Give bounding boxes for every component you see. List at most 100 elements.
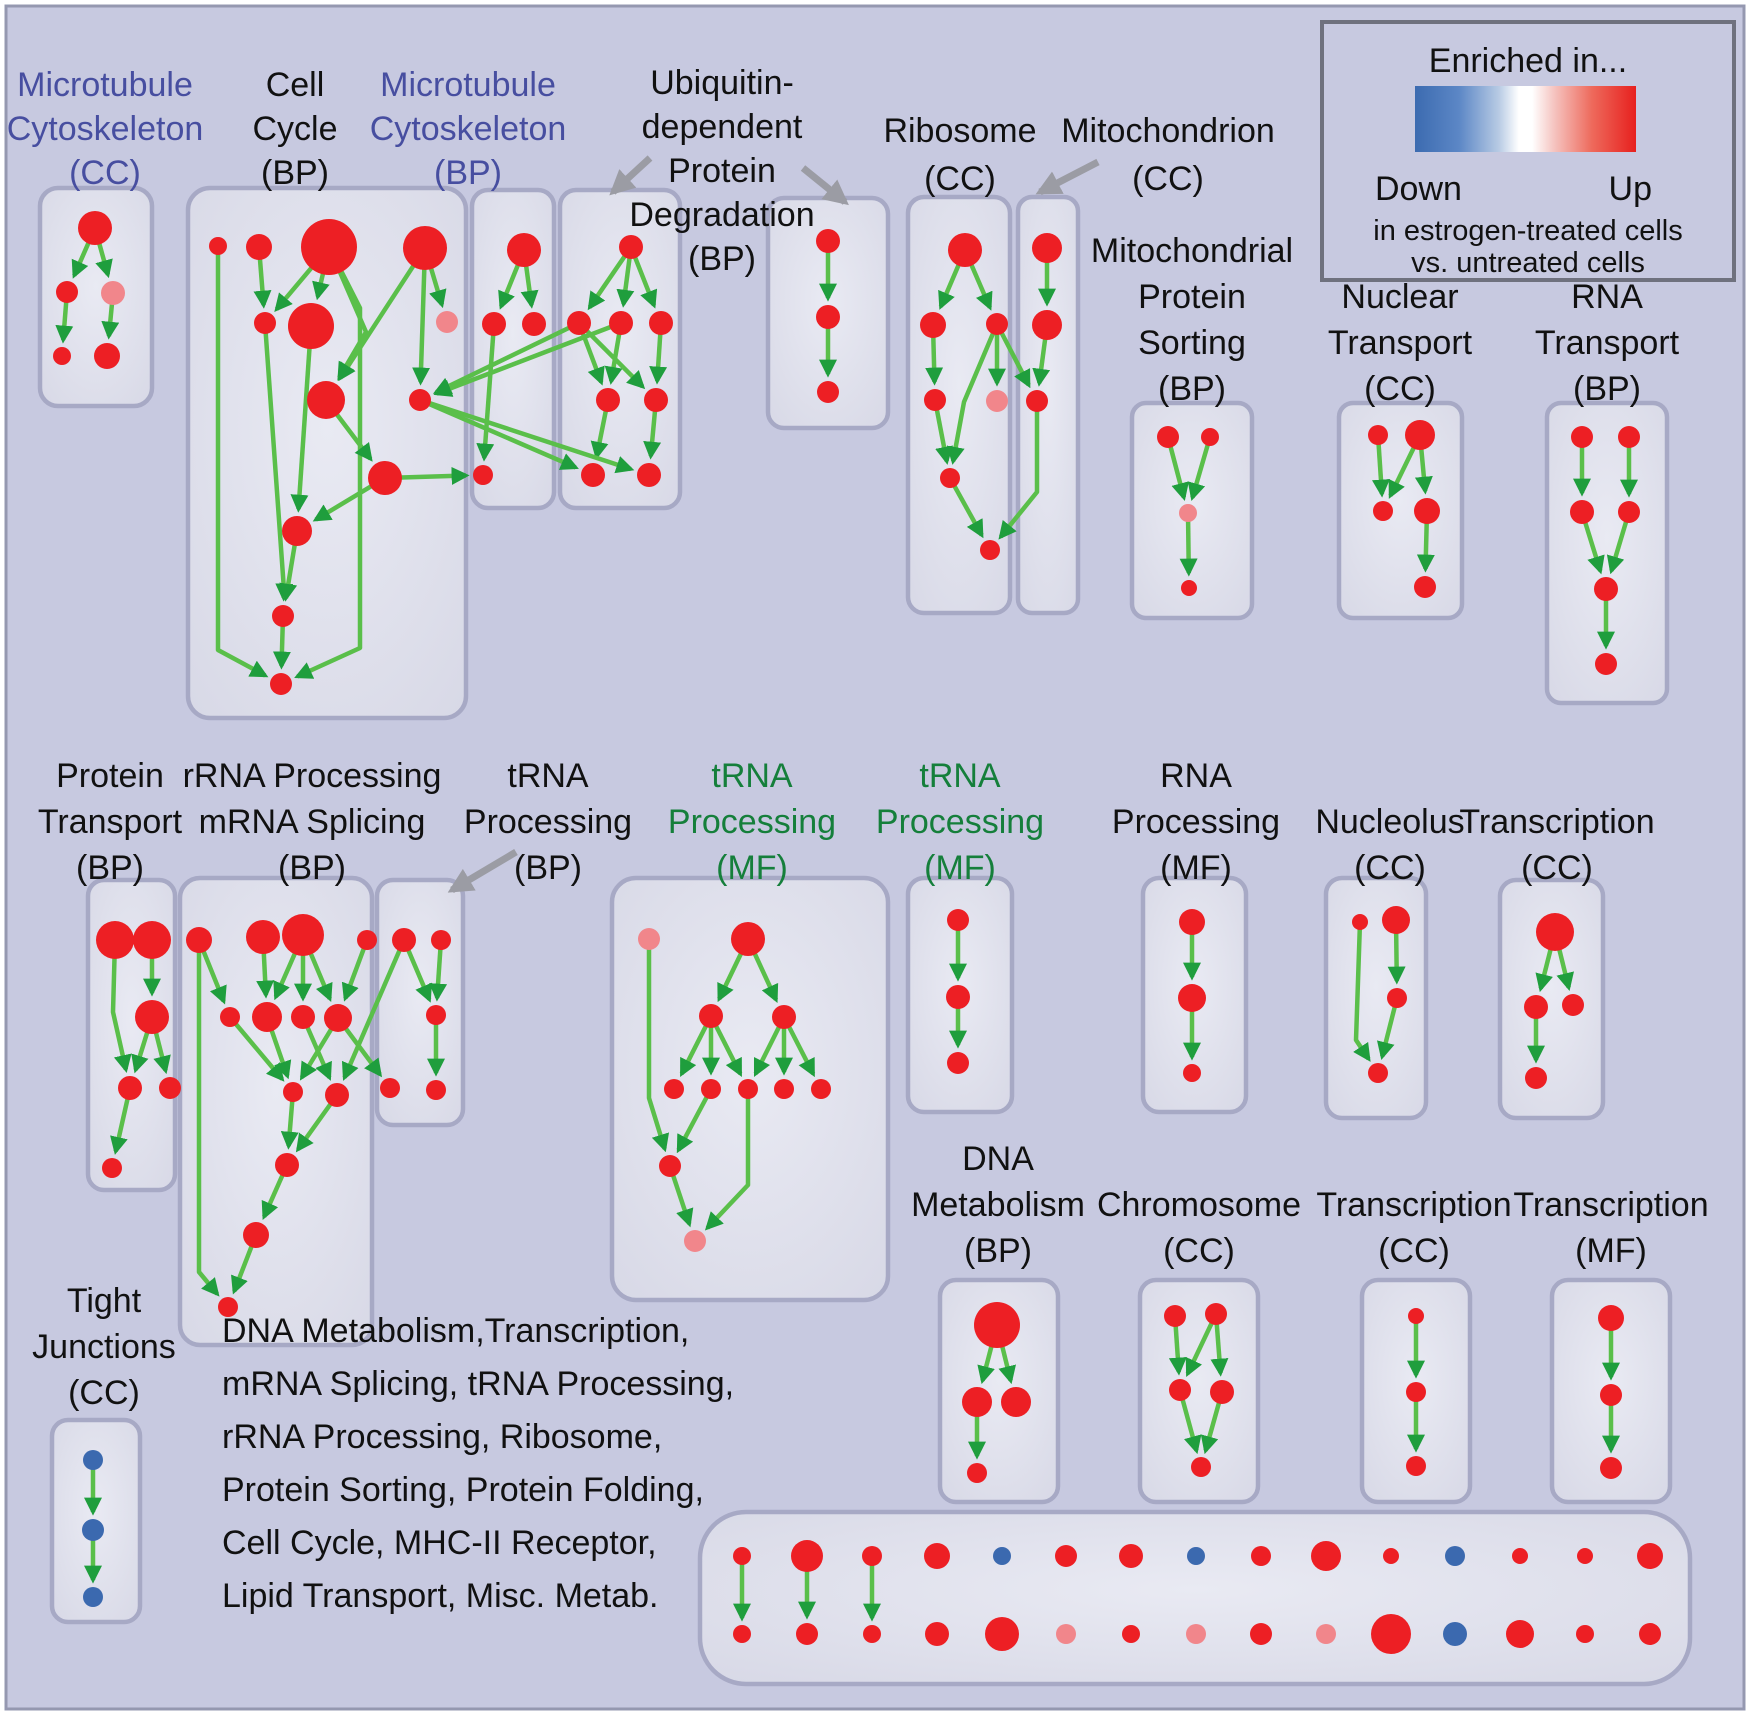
go-term-node-cell_cycle-4	[254, 312, 276, 334]
go-term-node-rna_transport-0	[1571, 426, 1593, 448]
go-term-node-summary_panel-12	[1512, 1548, 1528, 1564]
go-term-node-rrna-3	[357, 930, 377, 950]
legend-title: Enriched in...	[1429, 42, 1627, 80]
cluster-label-transcription_cc2-line1: (CC)	[1521, 849, 1593, 887]
go-term-node-transcription_mf-1	[1600, 1384, 1622, 1406]
go-term-node-trna_mf1-8	[811, 1079, 831, 1099]
go-term-node-nucleolus-3	[1368, 1063, 1388, 1083]
go-term-node-ubiquitin2-2	[817, 381, 839, 403]
go-term-node-ribosome-1	[920, 312, 946, 338]
go-term-node-rrna-0	[186, 927, 212, 953]
legend-caption-line1: in estrogen-treated cells	[1373, 215, 1683, 247]
go-term-node-ubiquitin1-6	[581, 463, 605, 487]
go-term-node-rna_transport-4	[1594, 577, 1618, 601]
relation-arrow-trna_mf1	[646, 939, 670, 1153]
go-term-node-cell_cycle-3	[403, 226, 447, 270]
relation-arrow-ribosome	[946, 323, 1000, 465]
go-term-node-rrna-5	[252, 1002, 282, 1032]
go-term-node-nuclear_transport-3	[1414, 498, 1440, 524]
go-term-node-ubiquitin1-0	[619, 235, 643, 259]
go-term-node-rrna-9	[325, 1083, 349, 1107]
cluster-label-rna_proc_mf-line2: (MF)	[1160, 849, 1232, 887]
cluster-label-transcription_cc2-line0: Transcription	[1459, 803, 1654, 841]
go-term-node-ubiquitin1-5	[644, 388, 668, 412]
relation-arrow-chromosome	[1185, 1313, 1219, 1377]
cluster-label-trna_mf2-line1: Processing	[876, 803, 1044, 841]
go-term-node-chromosome-1	[1205, 1303, 1227, 1325]
go-term-node-trna_mf1-5	[701, 1079, 721, 1099]
cluster-box-summary_panel	[697, 1509, 1693, 1687]
cluster-label-rna_proc_mf-line1: Processing	[1112, 803, 1280, 841]
cluster-label-mt_bp-line2: (BP)	[434, 154, 502, 192]
relation-arrow-mps	[1187, 436, 1213, 502]
go-term-node-ribosome-0	[948, 233, 982, 267]
go-term-node-microtubule_cc-4	[94, 343, 120, 369]
cluster-label-ribosome-line1: (CC)	[924, 160, 996, 198]
go-term-node-rna_transport-2	[1570, 500, 1594, 524]
go-term-node-rrna-11	[243, 1222, 269, 1248]
go-term-node-trna_mf1-0	[638, 928, 660, 950]
cluster-label-microtubule_cc-line1: Cytoskeleton	[7, 110, 204, 148]
go-term-node-summary_panel-19	[985, 1617, 1019, 1651]
relation-arrow-nucleolus	[1353, 921, 1371, 1062]
go-term-node-rrna-2	[282, 914, 324, 956]
go-term-node-summary_panel-29	[1639, 1623, 1661, 1645]
cross-cluster-arrow	[432, 320, 580, 395]
go-term-node-summary_panel-15	[733, 1625, 751, 1643]
cluster-label-ubiquitin1-line2: Protein	[668, 152, 776, 190]
go-term-node-trna_mf1-1	[731, 922, 765, 956]
go-term-node-cell_cycle-12	[270, 673, 292, 695]
relation-arrow-rrna	[228, 1015, 285, 1082]
cluster-box-rna_transport	[1544, 400, 1670, 706]
cluster-label-protein_transport-line2: (BP)	[76, 849, 144, 887]
cross-cluster-arrow	[419, 397, 635, 474]
cluster-label-trna_bp-line1: Processing	[464, 803, 632, 841]
go-term-node-trna_mf2-1	[946, 985, 970, 1009]
go-term-node-trna_mf1-3	[772, 1005, 796, 1029]
go-term-node-transcription_cc2-1	[1524, 995, 1548, 1019]
go-term-node-protein_transport-4	[159, 1077, 181, 1099]
go-term-node-cell_cycle-6	[436, 311, 458, 333]
go-term-node-ribosome-5	[940, 468, 960, 488]
go-term-node-summary_panel-9	[1311, 1541, 1341, 1571]
go-term-node-ubiquitin1-3	[649, 311, 673, 335]
legend-up-label: Up	[1609, 170, 1652, 208]
go-term-node-summary_panel-21	[1122, 1625, 1140, 1643]
go-term-node-mt_bp-0	[507, 233, 541, 267]
go-term-node-summary_panel-16	[796, 1623, 818, 1645]
misc-categories-text-line3: Protein Sorting, Protein Folding,	[222, 1471, 704, 1509]
go-term-node-trna_mf1-9	[659, 1155, 681, 1177]
go-term-node-cell_cycle-11	[272, 605, 294, 627]
go-term-node-trna_mf1-10	[684, 1230, 706, 1252]
relation-arrow-rrna	[341, 939, 370, 1002]
cluster-label-transcription_cc3-line0: Transcription	[1316, 1186, 1511, 1224]
go-term-node-summary_panel-3	[924, 1543, 950, 1569]
go-term-node-ribosome-6	[980, 540, 1000, 560]
go-term-node-rna_proc_mf-2	[1183, 1064, 1201, 1082]
go-term-node-mitochondrion-1	[1032, 310, 1062, 340]
relation-arrow-ribosome	[948, 476, 984, 539]
go-term-node-summary_panel-26	[1443, 1622, 1467, 1646]
go-term-node-protein_transport-2	[135, 1000, 169, 1034]
label-pointer-arrow-2	[1035, 158, 1100, 196]
go-term-node-microtubule_cc-1	[56, 281, 78, 303]
cluster-label-nuclear_transport-line1: Transport	[1328, 324, 1473, 362]
cluster-label-nucleolus-line1: (CC)	[1354, 849, 1426, 887]
relation-arrow-nucleolus	[1377, 997, 1400, 1060]
go-term-node-summary_panel-20	[1056, 1624, 1076, 1644]
cluster-label-rna_transport-line2: (BP)	[1573, 370, 1641, 408]
go-term-node-nuclear_transport-0	[1368, 425, 1388, 445]
go-term-node-ribosome-2	[986, 313, 1008, 335]
go-term-node-mt_bp-2	[522, 312, 546, 336]
go-term-node-rna_transport-5	[1595, 653, 1617, 675]
cluster-label-mt_bp-line1: Cytoskeleton	[370, 110, 567, 148]
cluster-label-trna_bp-line2: (BP)	[514, 849, 582, 887]
go-term-node-transcription_cc2-0	[1536, 913, 1574, 951]
go-term-node-cell_cycle-10	[282, 516, 312, 546]
go-term-node-chromosome-0	[1164, 1305, 1186, 1327]
cluster-label-dna_metab-line2: (BP)	[964, 1232, 1032, 1270]
cross-cluster-arrow	[995, 322, 1031, 389]
label-pointer-arrow-0	[609, 155, 653, 196]
go-term-node-microtubule_cc-2	[101, 281, 125, 305]
